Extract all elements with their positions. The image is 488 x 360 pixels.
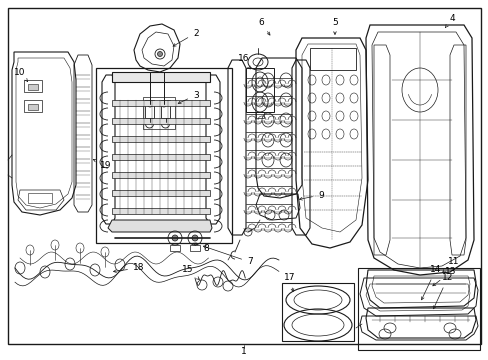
Text: 18: 18 xyxy=(113,264,144,273)
Bar xyxy=(112,118,209,124)
Text: 11: 11 xyxy=(442,257,459,273)
Polygon shape xyxy=(108,220,212,232)
Text: 13: 13 xyxy=(432,267,456,286)
Bar xyxy=(96,68,231,243)
Bar xyxy=(256,112,264,118)
Text: 5: 5 xyxy=(331,18,337,35)
Text: 2: 2 xyxy=(173,28,198,46)
Bar xyxy=(112,154,209,160)
Text: 17: 17 xyxy=(284,274,295,292)
Bar xyxy=(28,104,38,110)
Text: 10: 10 xyxy=(14,68,28,82)
Bar xyxy=(170,245,180,251)
Text: 6: 6 xyxy=(258,18,269,35)
Bar xyxy=(112,172,209,178)
Text: 8: 8 xyxy=(193,243,208,252)
Bar xyxy=(28,193,52,203)
Bar xyxy=(112,208,209,214)
Bar xyxy=(245,68,273,112)
Bar xyxy=(112,136,209,142)
Bar xyxy=(24,100,42,112)
Bar xyxy=(357,268,479,350)
Text: 14: 14 xyxy=(421,266,441,300)
Text: 4: 4 xyxy=(445,14,455,27)
Ellipse shape xyxy=(157,51,162,57)
Bar xyxy=(190,245,200,251)
Text: 9: 9 xyxy=(299,190,323,200)
Text: 12: 12 xyxy=(432,274,452,309)
Text: 19: 19 xyxy=(93,159,111,170)
Bar xyxy=(112,190,209,196)
Text: 7: 7 xyxy=(203,246,252,266)
Text: 15: 15 xyxy=(182,266,199,279)
Text: 3: 3 xyxy=(178,90,198,104)
Bar xyxy=(145,100,154,118)
Bar xyxy=(282,283,353,341)
Bar xyxy=(112,72,209,82)
Bar xyxy=(161,100,170,118)
Text: 16: 16 xyxy=(238,54,250,69)
Bar xyxy=(28,84,38,90)
Text: 1: 1 xyxy=(241,347,246,356)
Bar xyxy=(24,80,42,92)
Ellipse shape xyxy=(192,235,198,241)
Ellipse shape xyxy=(172,235,178,241)
Bar xyxy=(309,48,355,70)
Bar xyxy=(142,97,175,129)
Bar xyxy=(112,100,209,106)
